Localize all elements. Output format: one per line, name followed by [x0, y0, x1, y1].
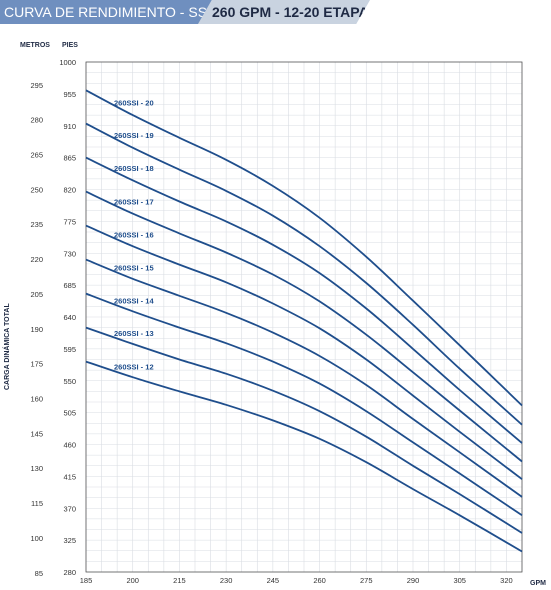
- y-tick-label-meters: 250: [30, 185, 43, 194]
- y-tick-label-feet: 550: [63, 377, 76, 386]
- y-tick-label-feet: 370: [63, 504, 76, 513]
- curve-label: 260SSI - 15: [114, 263, 154, 272]
- y-tick-label-feet: 910: [63, 122, 76, 131]
- left-axis-unit: METROS: [20, 42, 50, 49]
- curve-label: 260SSI - 17: [114, 198, 154, 207]
- y-tick-label-meters: 205: [30, 290, 43, 299]
- x-tick-label: 260: [313, 576, 326, 585]
- plot-frame: [85, 61, 523, 573]
- x-tick-label: 215: [173, 576, 186, 585]
- performance-curve: [85, 292, 523, 517]
- y-tick-label-feet: 955: [63, 90, 76, 99]
- chart-title: CURVA DE RENDIMIENTO - SSI 6": [0, 0, 212, 24]
- tick-labels: 185 200 215 230 245 260 275 290 305 320 280 325 370 4…: [30, 58, 512, 585]
- x-tick-label: 320: [500, 576, 513, 585]
- performance-curve: [85, 224, 523, 480]
- y-tick-label-feet: 280: [63, 568, 76, 577]
- y-tick-label-meters: 145: [30, 429, 43, 438]
- y-tick-label-feet: 505: [63, 409, 76, 418]
- y-tick-label-meters: 115: [31, 499, 43, 508]
- y-tick-label-meters: 265: [30, 150, 43, 159]
- y-tick-label-meters: 100: [30, 534, 43, 543]
- x-tick-label: 200: [126, 576, 139, 585]
- y-tick-label-meters: 130: [30, 464, 43, 473]
- curve-label: 260SSI - 16: [114, 230, 154, 239]
- performance-curve: [85, 156, 523, 444]
- curve-label: 260SSI - 19: [114, 131, 154, 140]
- x-tick-label: 185: [80, 576, 93, 585]
- y-tick-label-feet: 415: [63, 472, 76, 481]
- curve-label: 260SSI - 14: [114, 296, 154, 305]
- y-tick-label-feet: 640: [63, 313, 76, 322]
- x-tick-label: 290: [407, 576, 420, 585]
- curve-label: 260SSI - 13: [114, 329, 154, 338]
- y-tick-label-feet: 1000: [59, 58, 76, 67]
- y-tick-label-feet: 730: [63, 249, 76, 258]
- x-tick-label: 275: [360, 576, 373, 585]
- chart-subtitle: 260 GPM - 12-20 ETAPAS: [198, 0, 370, 24]
- y-tick-label-meters: 235: [30, 220, 43, 229]
- y-tick-label-meters: 280: [30, 116, 43, 125]
- performance-curve: [85, 326, 523, 534]
- y-tick-label-meters: 160: [30, 395, 43, 404]
- performance-curve: [85, 258, 523, 498]
- y-tick-label-feet: 325: [63, 536, 76, 545]
- y-tick-label-meters: 190: [30, 325, 43, 334]
- curve-label: 260SSI - 12: [114, 363, 154, 372]
- y-tick-label-feet: 820: [63, 186, 76, 195]
- performance-curve: [85, 122, 523, 426]
- y-tick-label-feet: 685: [63, 281, 76, 290]
- x-tick-label: 230: [220, 576, 233, 585]
- performance-curve: [85, 89, 523, 407]
- y-tick-label-feet: 865: [63, 154, 76, 163]
- y-tick-label-meters: 85: [35, 569, 43, 578]
- curves-layer: 260SSI - 20 260SSI - 19 260SSI - 18 260SSI …: [85, 89, 523, 553]
- y-tick-label-feet: 775: [63, 217, 76, 226]
- curve-label: 260SSI - 20: [114, 98, 154, 107]
- chart-banner: CURVA DE RENDIMIENTO - SSI 6" 260 GPM - …: [0, 0, 551, 24]
- y-axis-label: CARGA DINÁMICA TOTAL: [2, 303, 11, 390]
- performance-curve: [85, 360, 523, 553]
- x-axis-label: GPM: [530, 580, 546, 587]
- y-tick-label-meters: 220: [30, 255, 43, 264]
- x-tick-label: 245: [267, 576, 280, 585]
- y-tick-label-feet: 595: [63, 345, 76, 354]
- performance-curve: [85, 190, 523, 463]
- y-tick-label-meters: 295: [30, 81, 43, 90]
- curve-label: 260SSI - 18: [114, 164, 154, 173]
- right-axis-unit: PIES: [62, 42, 78, 49]
- y-tick-label-meters: 175: [30, 360, 43, 369]
- y-tick-label-feet: 460: [63, 441, 76, 450]
- x-tick-label: 305: [453, 576, 466, 585]
